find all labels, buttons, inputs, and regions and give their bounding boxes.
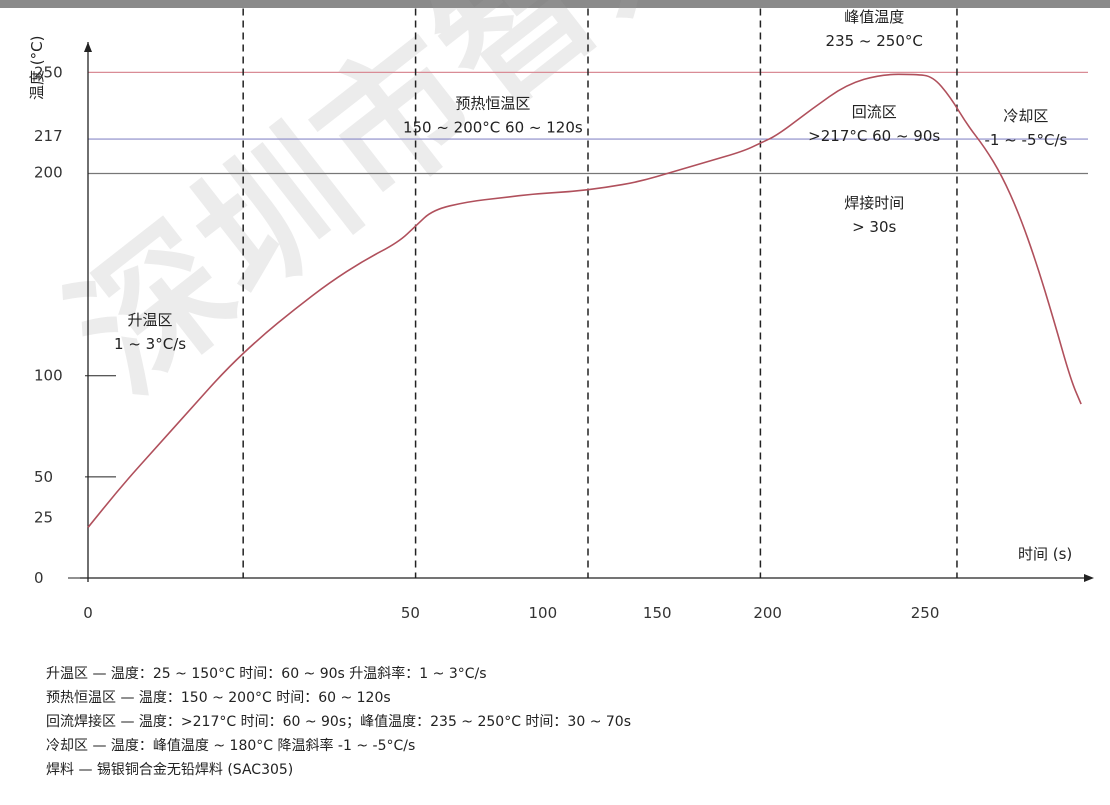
note-line: 升温区 — 温度：25 ~ 150°C 时间：60 ~ 90s 升温斜率：1 ~… xyxy=(46,666,487,682)
x-tick-label: 150 xyxy=(643,604,672,622)
annotation-label: 升温区 xyxy=(128,311,173,329)
annotation-label: 150 ~ 200°C 60 ~ 120s xyxy=(403,119,583,137)
zone-dividers xyxy=(242,8,958,578)
y-tick-label: 100 xyxy=(34,367,63,385)
y-tick-label: 217 xyxy=(34,127,63,145)
note-line: 预热恒温区 — 温度：150 ~ 200°C 时间：60 ~ 120s xyxy=(46,690,391,706)
x-tick-label: 100 xyxy=(529,604,558,622)
annotation-label: 焊接时间 xyxy=(844,194,904,212)
y-tick-label: 25 xyxy=(34,508,53,526)
annotation-label: 235 ~ 250°C xyxy=(826,32,923,50)
annotation-label: 冷却区 xyxy=(1003,107,1048,125)
x-axis-arrow xyxy=(1084,574,1094,582)
annotations: 升温区 1 ~ 3°C/s 预热恒温区 150 ~ 200°C 60 ~ 120s 峰值… xyxy=(114,8,1067,353)
y-tick-label: 250 xyxy=(34,63,63,81)
y-tick-label: 200 xyxy=(34,163,63,181)
top-border xyxy=(0,0,1110,8)
annotation-label: > 30s xyxy=(852,218,896,236)
annotation-label: -1 ~ -5°C/s xyxy=(985,131,1068,149)
series xyxy=(87,73,1082,528)
x-tick-label: 200 xyxy=(753,604,782,622)
note-line: 焊料 — 锡银铜合金无铅焊料 (SAC305) xyxy=(46,762,294,778)
temperature-curve xyxy=(87,73,1082,528)
x-tick-label: 250 xyxy=(911,604,940,622)
x-tick-label: 50 xyxy=(401,604,420,622)
annotation-label: 回流区 xyxy=(852,103,897,121)
ticks: 0 25 50 100 200 217 250 0 50 100 150 200 250 xyxy=(34,63,939,622)
reflow-chart: 温度 (°C) 时间 (s) 0 25 50 100 200 217 250 0 50 100 150… xyxy=(28,8,1094,622)
y-axis-label: 温度 (°C) xyxy=(28,36,46,100)
axes: 温度 (°C) 时间 (s) xyxy=(28,36,1094,582)
y-tick-label: 50 xyxy=(34,468,53,486)
note-line: 冷却区 — 温度：峰值温度 ~ 180°C 降温斜率 -1 ~ -5°C/s xyxy=(46,738,416,754)
note-line: 回流焊接区 — 温度：>217°C 时间：60 ~ 90s；峰值温度：235 ~… xyxy=(46,714,631,730)
y-tick-label: 0 xyxy=(34,569,44,587)
x-tick-label: 0 xyxy=(83,604,93,622)
annotation-label: 预热恒温区 xyxy=(455,95,530,113)
x-axis-label: 时间 (s) xyxy=(1018,545,1072,563)
y-axis-arrow xyxy=(84,42,92,52)
annotation-label: >217°C 60 ~ 90s xyxy=(808,127,940,145)
annotation-label: 峰值温度 xyxy=(844,8,904,26)
notes: 升温区 — 温度：25 ~ 150°C 时间：60 ~ 90s 升温斜率：1 ~… xyxy=(46,662,631,782)
annotation-label: 1 ~ 3°C/s xyxy=(114,335,186,353)
